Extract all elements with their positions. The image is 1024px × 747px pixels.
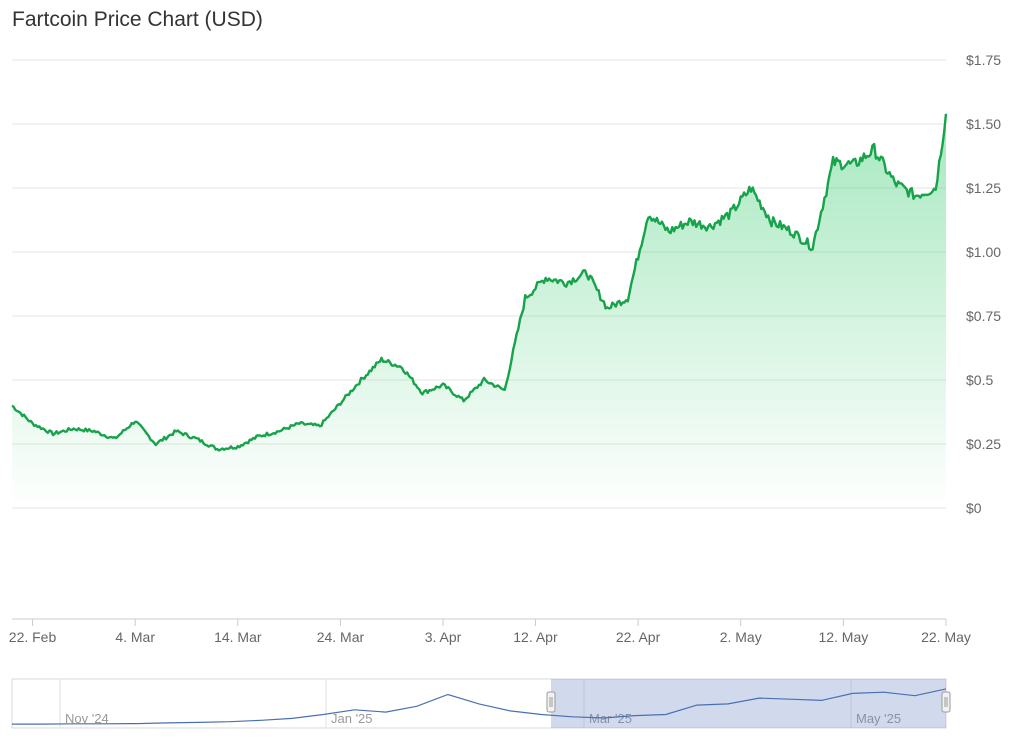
x-tick-label: 12. Apr bbox=[513, 629, 558, 645]
x-axis: 22. Feb 4. Mar 14. Mar 24. Mar 3. Apr 12. Apr… bbox=[9, 618, 971, 645]
navigator-handle-body[interactable] bbox=[941, 691, 951, 713]
navigator-selection[interactable] bbox=[551, 679, 946, 728]
range-navigator[interactable]: Nov '24 Jan '25 Mar '25 May '25 bbox=[11, 678, 951, 729]
x-tick-label: 14. Mar bbox=[214, 629, 262, 645]
navigator-tick-label: Nov '24 bbox=[65, 711, 109, 726]
navigator-series-line bbox=[12, 688, 947, 725]
y-tick-label: $0.5 bbox=[966, 372, 993, 388]
x-tick-label: 12. May bbox=[818, 629, 868, 645]
y-tick-label: $1.50 bbox=[966, 116, 1001, 132]
x-tick-label: 22. Apr bbox=[616, 629, 661, 645]
x-tick-label: 3. Apr bbox=[425, 629, 462, 645]
y-tick-label: $0.25 bbox=[966, 436, 1001, 452]
navigator-handle-body[interactable] bbox=[546, 691, 556, 713]
price-area-fill bbox=[12, 113, 946, 509]
y-tick-label: $1.00 bbox=[966, 244, 1001, 260]
y-tick-label: $0.75 bbox=[966, 308, 1001, 324]
x-tick-label: 4. Mar bbox=[115, 629, 155, 645]
price-line bbox=[11, 113, 948, 452]
y-tick-label: $1.25 bbox=[966, 180, 1001, 196]
y-tick-label: $1.75 bbox=[966, 52, 1001, 68]
x-tick-label: 22. Feb bbox=[9, 629, 57, 645]
navigator-tick-label: Jan '25 bbox=[331, 711, 373, 726]
price-area bbox=[12, 113, 946, 509]
navigator-tick-label: Mar '25 bbox=[589, 711, 632, 726]
x-tick-label: 2. May bbox=[720, 629, 762, 645]
price-line-group bbox=[11, 113, 948, 452]
navigator-handle-left[interactable] bbox=[546, 691, 556, 713]
navigator-tick-label: May '25 bbox=[856, 711, 901, 726]
x-tick-label: 24. Mar bbox=[317, 629, 365, 645]
x-tick-label: 22. May bbox=[921, 629, 971, 645]
chart-title: Fartcoin Price Chart (USD) bbox=[12, 8, 263, 31]
navigator-handle-right[interactable] bbox=[941, 691, 951, 713]
y-axis: $0 $0.25 $0.5 $0.75 $1.00 $1.25 $1.50 $1.75 bbox=[966, 52, 1001, 516]
y-tick-label: $0 bbox=[966, 500, 982, 516]
